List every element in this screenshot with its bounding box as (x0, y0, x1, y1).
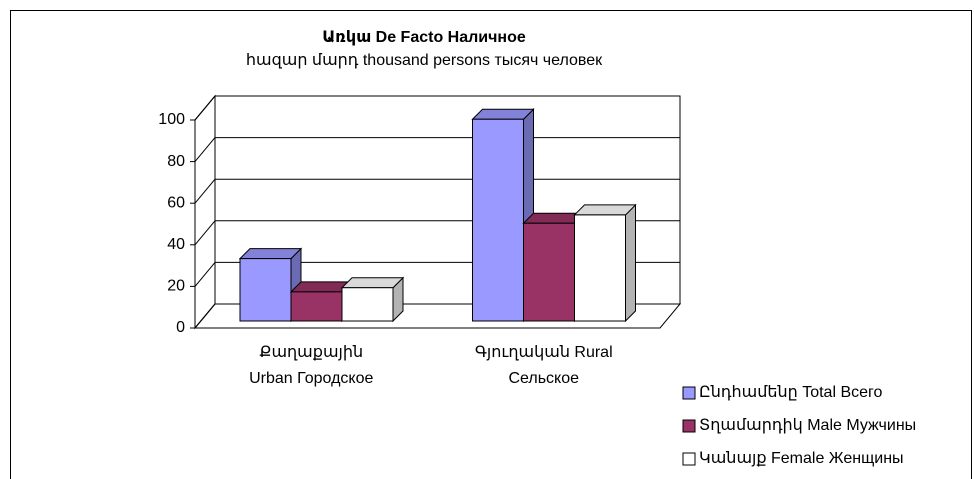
legend-label: Կանայք Female Женщины (699, 450, 904, 467)
y-tick-label: 40 (167, 236, 185, 253)
legend-swatch (682, 386, 696, 400)
legend-swatch (682, 452, 696, 466)
legend-label: Տղամարդիկ Male Мужчины (699, 417, 916, 434)
chart-subtitle: հազար մարդ thousand persons тысяч челове… (246, 52, 603, 69)
grid-line (194, 95, 216, 121)
y-tick-label: 80 (167, 153, 185, 170)
grid-line (194, 178, 216, 204)
x-tick-label: Գյուղական Rural Сельское (474, 344, 613, 387)
legend-label: Ընդհամենը Total Всего (699, 384, 882, 401)
chart-border (10, 10, 972, 479)
bar (341, 287, 394, 322)
x-tick-label: Քաղաքային Urban Городское (249, 344, 374, 387)
grid-line (194, 303, 216, 329)
y-tick-label: 20 (167, 278, 185, 295)
grid-line (194, 220, 216, 246)
grid-line (194, 137, 216, 162)
bar-top (340, 277, 405, 289)
bar (290, 291, 343, 322)
bar-top (238, 248, 303, 260)
legend-swatch (682, 419, 696, 433)
bar (472, 118, 524, 322)
y-tick-label: 0 (176, 319, 185, 336)
bar-side (625, 203, 636, 323)
chart-title: Առկա De Facto Наличное (322, 29, 526, 46)
y-tick-label: 60 (167, 194, 185, 211)
bar (239, 258, 292, 322)
bar-top (471, 108, 535, 120)
bar-top (573, 204, 637, 216)
side-wall (194, 94, 216, 330)
bar (574, 214, 626, 322)
bar (523, 222, 575, 322)
y-tick-label: 100 (158, 111, 185, 128)
grid-line (194, 262, 216, 287)
